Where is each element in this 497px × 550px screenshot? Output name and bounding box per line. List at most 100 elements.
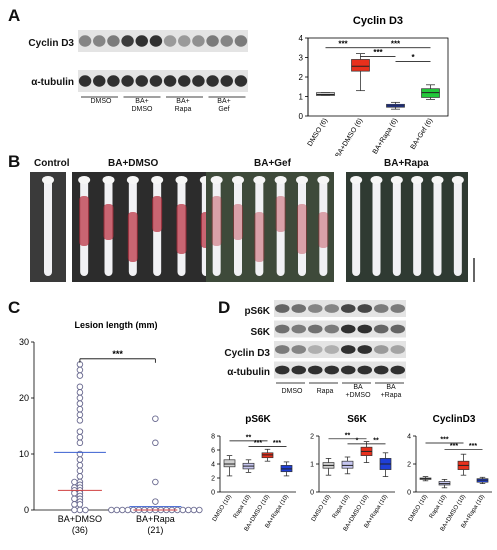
blot-d-label-s6k: S6K bbox=[250, 327, 270, 338]
blot-band bbox=[274, 324, 290, 334]
photo-group-control: Control bbox=[34, 158, 70, 169]
y-tick-label: 1 bbox=[299, 92, 304, 101]
panel-letter-b: B bbox=[8, 152, 21, 171]
blot-band bbox=[121, 35, 134, 47]
y-tick-label: 2 bbox=[310, 433, 314, 440]
y-tick-label: 0 bbox=[310, 489, 314, 496]
lesion-region bbox=[211, 196, 222, 246]
blot-strip bbox=[78, 70, 248, 92]
intestine-tube bbox=[44, 178, 52, 276]
data-point bbox=[124, 506, 132, 514]
y-tick-label: 10 bbox=[19, 449, 29, 459]
tube-end bbox=[411, 176, 424, 184]
blot-band bbox=[324, 365, 340, 375]
western-blot-d bbox=[274, 300, 406, 384]
data-point bbox=[76, 417, 84, 424]
data-point bbox=[108, 506, 115, 514]
significance-label: * bbox=[356, 437, 359, 444]
intestine-tube bbox=[319, 178, 328, 276]
data-point bbox=[76, 400, 84, 407]
blot-band bbox=[274, 345, 290, 354]
blot-band bbox=[135, 35, 148, 47]
blot-band bbox=[324, 345, 340, 354]
blot-band bbox=[357, 324, 373, 334]
lesion-region bbox=[152, 196, 163, 232]
blot-label-tubulin: α-tubulin bbox=[31, 77, 74, 88]
tube-end bbox=[175, 176, 188, 184]
data-point bbox=[76, 473, 84, 480]
y-tick-label: 6 bbox=[211, 447, 215, 454]
blot-band bbox=[121, 75, 134, 87]
panel-letter-d: D bbox=[218, 298, 231, 317]
data-point bbox=[71, 506, 78, 514]
blot-band bbox=[307, 345, 323, 354]
blot-band bbox=[78, 75, 92, 87]
lesion-region bbox=[297, 204, 307, 254]
tube-end bbox=[232, 176, 244, 184]
data-point bbox=[76, 456, 84, 463]
intestine-tube bbox=[298, 178, 306, 276]
blot-band bbox=[291, 304, 307, 313]
tube-end bbox=[350, 176, 363, 184]
lesion-region bbox=[254, 212, 265, 262]
y-tick-label: 4 bbox=[407, 433, 411, 440]
blot-band bbox=[307, 365, 323, 375]
significance-label: *** bbox=[254, 440, 262, 447]
data-point bbox=[76, 389, 84, 396]
blot-band bbox=[390, 304, 406, 313]
blot-strip bbox=[78, 30, 248, 52]
y-tick-label: 2 bbox=[407, 461, 411, 468]
blot-band bbox=[206, 35, 219, 47]
significance-label: ** bbox=[373, 437, 379, 444]
panel-letter-a: A bbox=[8, 6, 21, 25]
blot-band bbox=[234, 35, 248, 47]
chart-title: S6K bbox=[347, 414, 367, 425]
tube-end bbox=[126, 176, 139, 184]
data-point bbox=[76, 366, 84, 374]
data-point bbox=[190, 506, 198, 514]
data-point bbox=[152, 439, 159, 447]
tube-end bbox=[210, 176, 223, 184]
intestine-photographs bbox=[30, 172, 475, 282]
blot-band bbox=[220, 35, 233, 47]
blot-band bbox=[324, 304, 340, 313]
blot-band bbox=[135, 75, 148, 87]
blot-band bbox=[192, 35, 205, 47]
intestine-tube bbox=[255, 178, 264, 276]
blot-band bbox=[291, 324, 307, 334]
lesion-region bbox=[127, 212, 138, 262]
photo-panel bbox=[72, 172, 218, 282]
blot-band bbox=[178, 35, 191, 47]
y-tick-label: 0 bbox=[407, 489, 411, 496]
lesion-region bbox=[103, 204, 114, 240]
significance-label: *** bbox=[338, 39, 348, 48]
category-label: Rapa (10) bbox=[332, 494, 351, 520]
y-tick-label: 0 bbox=[211, 489, 215, 496]
blot-d-label-tubulin: α-tubulin bbox=[227, 367, 270, 378]
blot-a-groups: DMSO BA+ DMSO BA+ Rapa BA+ Gef bbox=[80, 98, 245, 122]
blot-band bbox=[357, 304, 373, 313]
y-tick-label: 2 bbox=[299, 73, 304, 82]
tube-end bbox=[451, 176, 464, 184]
blot-band bbox=[324, 324, 340, 334]
tube-end bbox=[151, 176, 164, 184]
photo-panel bbox=[346, 172, 468, 282]
chart-title: CyclinD3 bbox=[433, 414, 476, 425]
category-label: (21) bbox=[147, 525, 163, 535]
blot-band bbox=[390, 365, 406, 375]
blot-band bbox=[373, 365, 389, 375]
box bbox=[223, 459, 236, 468]
western-blot-a bbox=[78, 30, 248, 98]
data-point bbox=[76, 433, 84, 441]
significance-label: *** bbox=[440, 437, 448, 444]
lesion-region bbox=[318, 212, 329, 248]
tube-end bbox=[253, 176, 266, 184]
blot-strip bbox=[274, 300, 406, 317]
blot-band bbox=[192, 75, 205, 87]
photo-group-ba-dmso: BA+DMSO bbox=[108, 158, 159, 169]
data-point bbox=[76, 506, 84, 514]
significance-label: *** bbox=[469, 443, 477, 450]
photo-panel bbox=[206, 172, 334, 282]
data-point bbox=[76, 428, 84, 435]
